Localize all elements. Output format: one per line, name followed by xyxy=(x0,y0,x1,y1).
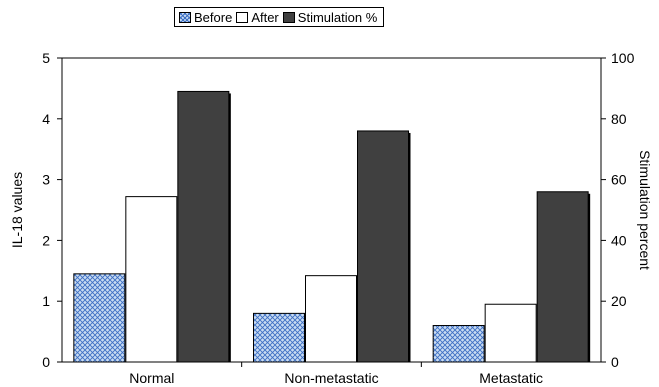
y-left-tick-label: 1 xyxy=(42,293,50,309)
bar xyxy=(125,196,178,363)
y-left-tick-label: 3 xyxy=(42,172,50,188)
y-left-tick-label: 2 xyxy=(42,232,50,248)
y-left-tick-label: 0 xyxy=(42,354,50,370)
bar xyxy=(253,312,305,363)
legend-swatch-before xyxy=(179,11,191,23)
y-right-tick-label: 40 xyxy=(611,232,627,248)
x-category-label: Non-metastatic xyxy=(284,370,378,386)
bar xyxy=(177,90,230,363)
y-right-axis-label: Stimulation percent xyxy=(637,150,653,270)
legend-swatch-stimulation xyxy=(282,11,295,23)
y-right-tick-label: 0 xyxy=(611,354,619,370)
legend-label-before: Before xyxy=(194,9,233,25)
x-category-label: Normal xyxy=(129,370,174,386)
bar xyxy=(484,303,537,363)
legend-item-before: Before xyxy=(179,10,232,25)
chart-legend: Before After Stimulation % xyxy=(174,7,385,27)
bar xyxy=(357,130,409,363)
y-right-tick-label: 60 xyxy=(611,172,627,188)
y-right-tick-label: 80 xyxy=(611,111,627,127)
bar xyxy=(536,191,589,363)
bar xyxy=(305,275,357,363)
bar xyxy=(73,273,126,363)
y-right-tick-label: 100 xyxy=(611,50,635,66)
bar xyxy=(432,325,485,363)
y-left-tick-label: 4 xyxy=(42,111,50,127)
legend-label-after: After xyxy=(251,9,279,25)
legend-item-after: After xyxy=(236,9,279,25)
legend-swatch-after xyxy=(236,11,249,23)
y-left-axis-label: IL-18 values xyxy=(9,172,25,248)
legend-item-stimulation: Stimulation % xyxy=(282,9,378,25)
legend-label-stimulation: Stimulation % xyxy=(297,9,378,25)
x-category-label: Metastatic xyxy=(479,370,543,386)
y-left-tick-label: 5 xyxy=(42,50,50,66)
y-right-tick-label: 20 xyxy=(611,293,627,309)
